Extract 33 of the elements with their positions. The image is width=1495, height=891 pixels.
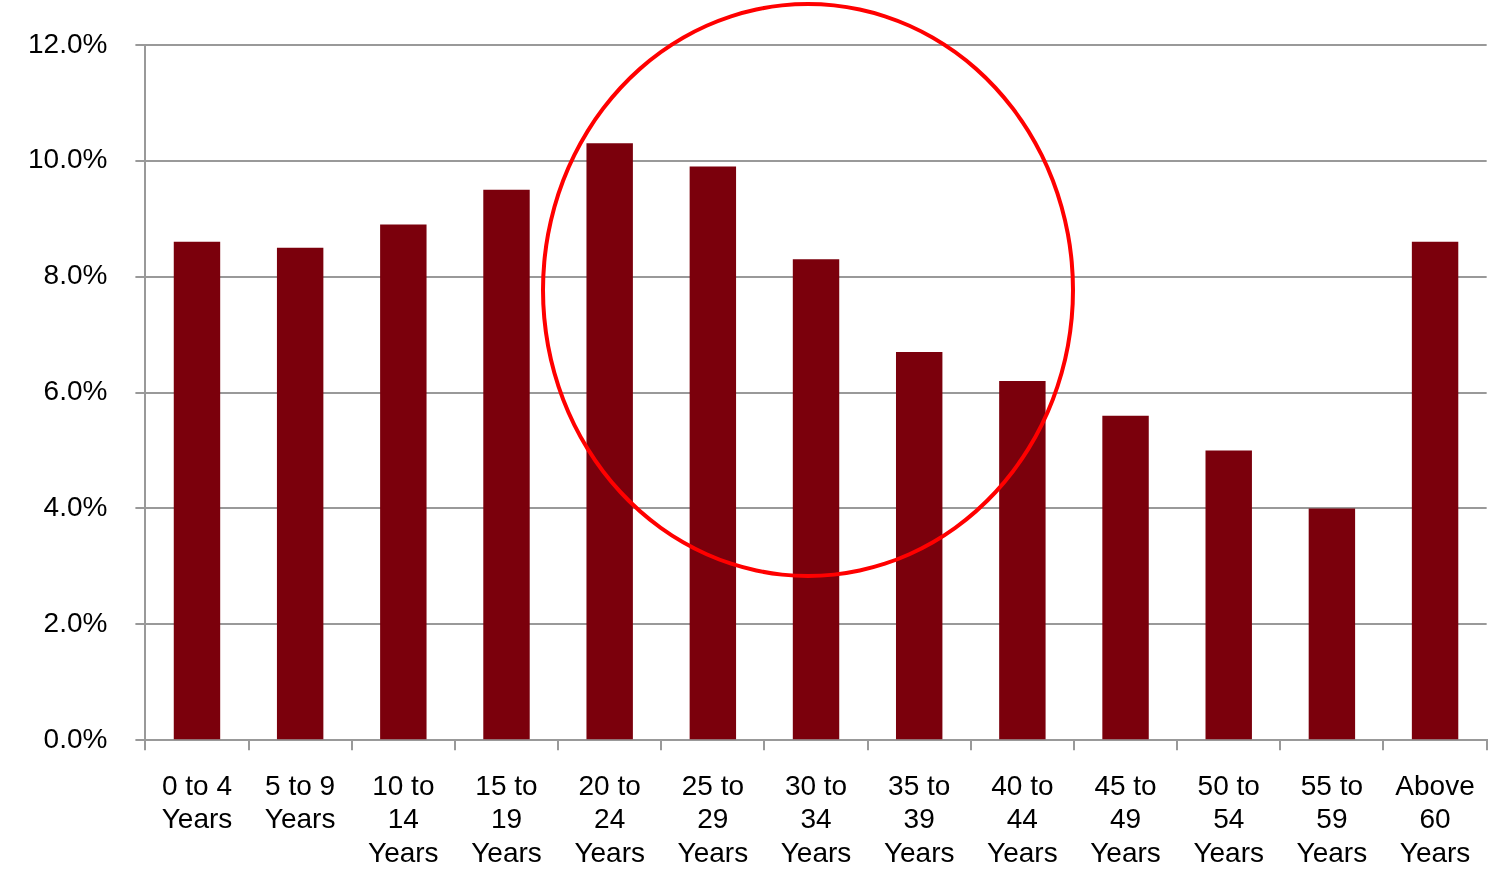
- x-tick-label: 5 to 9 Years: [264, 769, 336, 835]
- y-tick-label: 12.0%: [27, 27, 108, 59]
- bar: [895, 351, 943, 740]
- bar: [586, 143, 633, 740]
- x-tick-label: 50 to 54 Years: [1193, 769, 1265, 868]
- x-tick-label: 40 to 44 Years: [987, 769, 1058, 868]
- bar: [1102, 415, 1149, 740]
- x-tick-label: 55 to 59 Years: [1296, 769, 1368, 868]
- y-tick-label: 0.0%: [43, 722, 108, 754]
- bar: [999, 380, 1046, 740]
- bar: [1205, 450, 1252, 740]
- bar: [1308, 508, 1356, 740]
- x-tick-label: 10 to 14 Years: [368, 769, 439, 868]
- x-tick-label: 45 to 49 Years: [1090, 769, 1161, 868]
- bar: [483, 189, 530, 740]
- y-tick-label: 4.0%: [43, 491, 108, 523]
- bar: [173, 241, 221, 740]
- x-tick-label: 35 to 39 Years: [883, 769, 955, 868]
- x-tick-label: 15 to 19 Years: [471, 769, 542, 868]
- bar: [792, 259, 840, 740]
- bar: [380, 224, 427, 740]
- x-tick-label: Above 60 Years: [1395, 769, 1475, 868]
- bar: [1411, 241, 1459, 740]
- x-tick-label: 30 to 34 Years: [780, 769, 852, 868]
- y-tick-label: 8.0%: [43, 259, 108, 291]
- y-tick-label: 6.0%: [43, 375, 108, 407]
- y-tick-label: 10.0%: [27, 143, 108, 175]
- bar: [689, 166, 737, 740]
- bar: [276, 247, 324, 740]
- x-tick-label: 25 to 29 Years: [677, 769, 749, 868]
- x-tick-label: 0 to 4 Years: [161, 769, 233, 835]
- y-tick-label: 2.0%: [43, 607, 108, 639]
- x-tick-label: 20 to 24 Years: [574, 769, 645, 868]
